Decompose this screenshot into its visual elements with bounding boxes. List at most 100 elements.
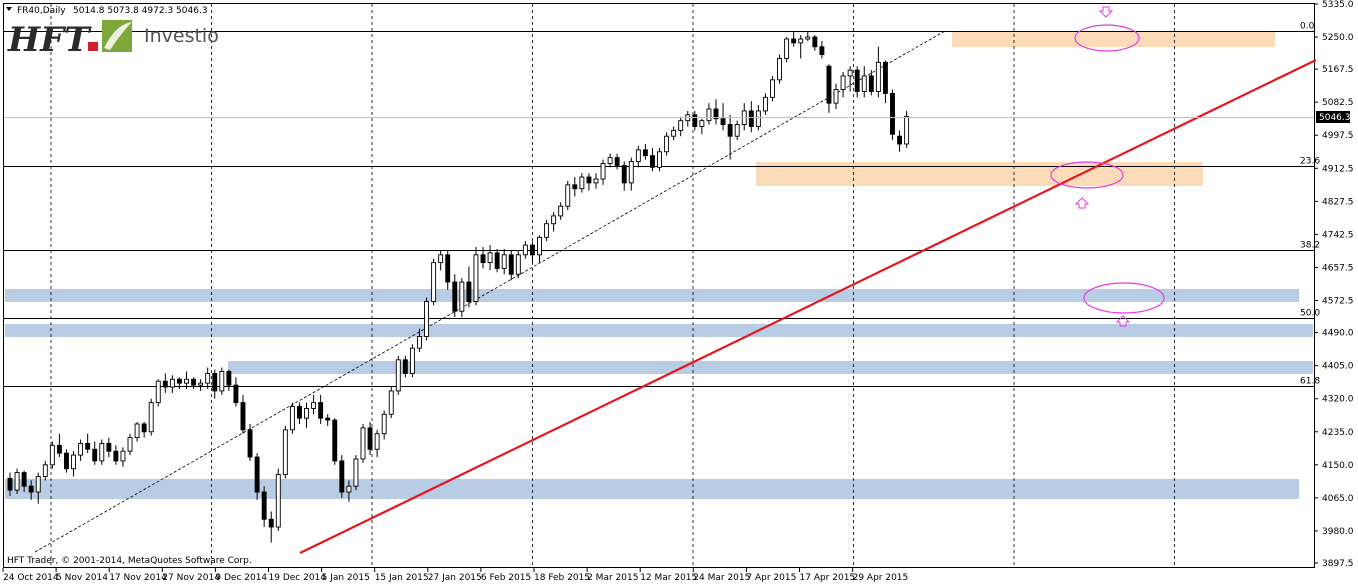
- candle-body: [847, 69, 853, 77]
- candle-body: [388, 390, 394, 415]
- candle: [64, 449, 69, 473]
- candle-body: [635, 149, 641, 162]
- price-axis-label: 4320.0: [1322, 395, 1354, 405]
- candle: [501, 248, 507, 275]
- candle: [593, 173, 599, 189]
- candle-body: [784, 38, 790, 59]
- candle-body: [854, 69, 860, 92]
- candle-body: [713, 108, 719, 120]
- highlight-ellipse: [1074, 24, 1140, 52]
- price-axis-label: 4572.5: [1322, 297, 1354, 307]
- candle: [28, 480, 34, 500]
- candle-body: [155, 380, 161, 404]
- candle-body: [501, 254, 507, 269]
- candle-body: [169, 378, 175, 388]
- candle-body: [565, 184, 571, 207]
- candle: [685, 110, 691, 127]
- resistance-band: [952, 31, 1275, 47]
- candle-body: [812, 36, 818, 48]
- price-axis-label: 4742.5: [1322, 230, 1354, 240]
- time-axis-label: 12 Mar 2015: [640, 573, 697, 583]
- candle-body: [840, 75, 846, 91]
- support-band: [5, 324, 1313, 337]
- candle-body: [678, 120, 684, 131]
- candle: [155, 379, 161, 407]
- candle-body: [607, 157, 613, 164]
- candle: [452, 274, 458, 318]
- candle: [819, 40, 825, 59]
- time-axis-label: 27 Nov 2014: [162, 573, 220, 583]
- candle-body: [85, 442, 91, 450]
- candle-body: [49, 444, 55, 466]
- candle-body: [628, 161, 634, 184]
- candle-body: [417, 336, 422, 349]
- candle-body: [28, 485, 34, 493]
- candle: [92, 441, 98, 465]
- candle-body: [798, 38, 804, 44]
- candle: [671, 126, 677, 141]
- candle-body: [614, 157, 620, 166]
- time-axis-label: 5 Nov 2014: [56, 573, 108, 583]
- resistance-band: [756, 162, 1203, 186]
- candle-body: [515, 254, 521, 275]
- candle-body: [71, 454, 76, 470]
- candle-body: [311, 402, 317, 409]
- candle: [741, 103, 747, 131]
- candle: [409, 344, 415, 378]
- trendline[interactable]: [299, 59, 1317, 554]
- candle: [445, 250, 451, 290]
- price-axis-label: 4912.5: [1322, 164, 1354, 174]
- candles: [7, 31, 910, 543]
- candle-body: [381, 413, 387, 435]
- candle: [650, 147, 655, 172]
- candle: [120, 447, 126, 467]
- candle-body: [346, 485, 352, 493]
- candle: [805, 31, 811, 41]
- candle-body: [777, 57, 782, 81]
- candle: [777, 54, 782, 84]
- candle-body: [261, 491, 267, 520]
- highlight-ellipse: [1083, 282, 1165, 314]
- candle: [325, 414, 331, 426]
- dropdown-triangle-icon[interactable]: [6, 7, 12, 11]
- candle: [113, 445, 119, 465]
- price-axis-label: 3897.5: [1322, 559, 1354, 569]
- candle: [762, 93, 768, 115]
- time-axis-label: 5 Jan 2015: [322, 573, 370, 583]
- candle: [360, 423, 366, 463]
- candle-body: [544, 223, 550, 238]
- candle-body: [134, 423, 140, 439]
- candle: [311, 394, 317, 415]
- candle-body: [254, 456, 260, 493]
- candle-body: [727, 124, 733, 137]
- time-axis-label: 24 Mar 2015: [693, 573, 750, 583]
- candle: [798, 35, 804, 59]
- current-price-tag: [1316, 111, 1350, 123]
- candle-body: [755, 110, 761, 127]
- candle: [784, 37, 790, 63]
- candle-body: [861, 75, 867, 92]
- candle-body: [289, 406, 295, 431]
- copyright-text: HFT Trader, © 2001-2014, MetaQuotes Soft…: [7, 556, 252, 566]
- candle: [297, 402, 302, 424]
- candle: [14, 468, 20, 494]
- candle: [402, 355, 408, 378]
- candle: [494, 248, 500, 273]
- candle: [480, 247, 486, 269]
- candle: [833, 83, 839, 109]
- candle-body: [466, 281, 472, 302]
- candle: [487, 245, 493, 271]
- candle: [466, 266, 472, 308]
- candle: [692, 110, 698, 131]
- candle: [388, 387, 394, 419]
- candle: [85, 433, 91, 454]
- candle: [635, 145, 641, 168]
- candle-body: [586, 176, 592, 184]
- candle-body: [642, 149, 648, 157]
- candle: [847, 66, 853, 92]
- candle-body: [699, 120, 705, 127]
- candle: [438, 250, 444, 271]
- price-axis: 5335.0 5250.0 5167.5 5082.5 4997.5 4912.5 4827…: [1314, 0, 1354, 569]
